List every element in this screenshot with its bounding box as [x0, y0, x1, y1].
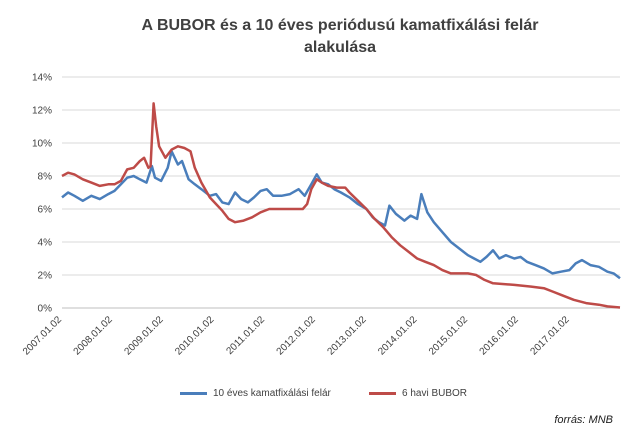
series-line-bubor [61, 102, 621, 309]
x-tick-label: 2008.01.02 [72, 314, 115, 357]
y-tick-label: 6% [38, 205, 53, 216]
legend-swatch-10y-spread [180, 392, 207, 395]
x-tick-label: 2013.01.02 [326, 314, 369, 357]
chart-title-line-2: alakulása [303, 39, 377, 56]
legend-item-10y-spread: 10 éves kamatfixálási felár [180, 388, 331, 399]
y-tick-label: 14% [32, 73, 52, 84]
x-tick-label: 2017.01.02 [529, 314, 572, 357]
x-tick-label: 2015.01.02 [427, 314, 470, 357]
legend-swatch-bubor [369, 392, 396, 395]
legend-label-bubor: 6 havi BUBOR [402, 388, 468, 399]
legend: 10 éves kamatfixálási felár 6 havi BUBOR [0, 388, 640, 404]
source-note: forrás: MNB [554, 414, 613, 426]
x-axis-ticks: 2007.01.02 2008.01.02 2009.01.02 2010.01.02… [21, 314, 572, 357]
y-tick-label: 0% [38, 304, 53, 315]
chart-title: A BUBOR és a 10 éves periódusú kamatfixá… [0, 15, 640, 59]
y-tick-label: 2% [38, 271, 53, 282]
series-line-10y-spread [61, 150, 621, 280]
x-tick-label: 2010.01.02 [173, 314, 216, 357]
y-tick-label: 4% [38, 238, 53, 249]
x-tick-label: 2016.01.02 [478, 314, 521, 357]
y-tick-label: 8% [38, 172, 53, 183]
y-axis-ticks: 0% 2% 4% 6% 8% 10% 12% 14% [32, 73, 52, 315]
x-tick-label: 2014.01.02 [376, 314, 419, 357]
legend-item-bubor: 6 havi BUBOR [369, 388, 467, 399]
x-tick-label: 2009.01.02 [123, 314, 166, 357]
series-lines [61, 102, 621, 309]
legend-label-10y-spread: 10 éves kamatfixálási felár [213, 388, 331, 399]
gridlines [62, 76, 620, 276]
x-tick-label: 2011.01.02 [224, 314, 267, 357]
y-tick-label: 10% [32, 139, 52, 150]
chart-title-line-1: A BUBOR és a 10 éves periódusú kamatfixá… [141, 17, 539, 34]
x-tick-label: 2012.01.02 [275, 314, 318, 357]
x-tick-label: 2007.01.02 [21, 314, 64, 357]
y-tick-label: 12% [32, 106, 52, 117]
